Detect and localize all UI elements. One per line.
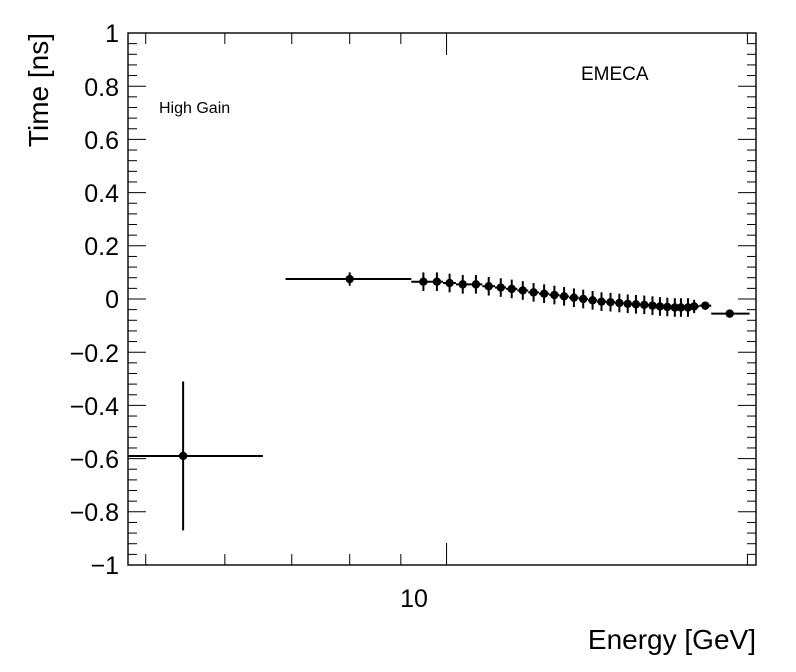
data-marker bbox=[432, 277, 442, 286]
data-marker bbox=[655, 302, 665, 311]
data-marker bbox=[345, 274, 354, 284]
data-marker bbox=[676, 303, 686, 312]
data-point bbox=[528, 283, 539, 302]
y-tick-label: −1 bbox=[90, 552, 119, 580]
plot-frame bbox=[127, 32, 757, 566]
minor-ticks bbox=[128, 33, 756, 565]
data-point bbox=[683, 298, 693, 317]
data-marker bbox=[496, 283, 505, 292]
y-tick-label: −0.4 bbox=[70, 393, 119, 421]
data-marker bbox=[484, 282, 493, 291]
y-tick-label: 0.6 bbox=[84, 127, 119, 155]
data-point bbox=[623, 294, 632, 314]
data-marker bbox=[640, 300, 649, 310]
data-marker bbox=[597, 297, 606, 306]
data-point bbox=[676, 298, 686, 317]
y-tick-label: 0.2 bbox=[84, 233, 119, 261]
data-marker bbox=[419, 277, 428, 286]
data-point bbox=[468, 275, 483, 294]
data-point bbox=[711, 309, 750, 318]
data-marker bbox=[445, 278, 454, 288]
data-marker bbox=[529, 288, 538, 297]
data-point bbox=[670, 298, 680, 317]
data-marker bbox=[683, 303, 693, 312]
data-point bbox=[631, 295, 641, 314]
data-marker bbox=[507, 284, 516, 294]
data-point bbox=[587, 291, 598, 310]
data-marker bbox=[578, 294, 588, 304]
data-marker bbox=[559, 292, 569, 301]
y-tick-label: 0.8 bbox=[84, 74, 119, 102]
data-point bbox=[640, 295, 649, 315]
data-point bbox=[578, 289, 588, 309]
data-point bbox=[549, 285, 560, 305]
data-marker bbox=[631, 300, 641, 309]
data-marker bbox=[471, 280, 481, 289]
data-point bbox=[663, 297, 672, 317]
data-marker bbox=[670, 303, 680, 312]
detector-label: EMECA bbox=[581, 64, 649, 85]
y-tick-labels: 1 0.8 0.6 0.4 0.2 0 −0.2 −0.4 −0.6 −0.8 … bbox=[70, 20, 119, 580]
data-point bbox=[699, 301, 712, 310]
y-tick-label: 1 bbox=[105, 20, 119, 48]
data-point bbox=[614, 293, 624, 313]
data-point bbox=[506, 279, 518, 299]
y-tick-label: −0.2 bbox=[70, 340, 119, 368]
data-marker bbox=[569, 293, 579, 302]
data-point bbox=[538, 284, 550, 303]
x-axis-title: Energy [GeV] bbox=[588, 624, 756, 655]
data-point bbox=[689, 299, 700, 314]
data-marker bbox=[518, 286, 527, 295]
data-point bbox=[411, 272, 432, 292]
data-marker bbox=[689, 302, 699, 311]
data-point bbox=[456, 275, 469, 294]
data-point bbox=[606, 292, 615, 312]
gain-label: High Gain bbox=[159, 100, 230, 117]
data-marker bbox=[725, 309, 734, 318]
data-point bbox=[443, 273, 457, 293]
x-tick-label: 10 bbox=[400, 585, 428, 613]
data-marker bbox=[458, 280, 467, 289]
data-marker bbox=[588, 296, 597, 305]
data-point bbox=[482, 276, 495, 296]
data-marker bbox=[178, 451, 188, 461]
data-point bbox=[569, 288, 579, 307]
data-marker bbox=[615, 298, 624, 308]
data-marker bbox=[550, 290, 559, 300]
data-point bbox=[648, 296, 657, 315]
data-marker bbox=[648, 301, 657, 310]
data-point bbox=[494, 278, 507, 297]
data-point bbox=[431, 272, 444, 292]
data-marker bbox=[623, 299, 632, 308]
data-point bbox=[559, 287, 570, 306]
data-point bbox=[597, 292, 607, 311]
data-marker bbox=[539, 289, 549, 298]
data-marker bbox=[663, 302, 672, 312]
data-point bbox=[517, 281, 529, 300]
data-point bbox=[285, 272, 412, 286]
data-point bbox=[128, 381, 263, 531]
data-point bbox=[655, 297, 665, 316]
data-layer bbox=[128, 272, 750, 531]
y-tick-label: 0 bbox=[105, 286, 119, 314]
y-axis-title: Time [ns] bbox=[23, 33, 54, 147]
y-tick-label: −0.6 bbox=[70, 446, 119, 474]
y-tick-label: −0.8 bbox=[70, 499, 119, 527]
data-marker bbox=[701, 301, 710, 310]
data-marker bbox=[606, 297, 615, 307]
y-tick-label: 0.4 bbox=[84, 180, 119, 208]
